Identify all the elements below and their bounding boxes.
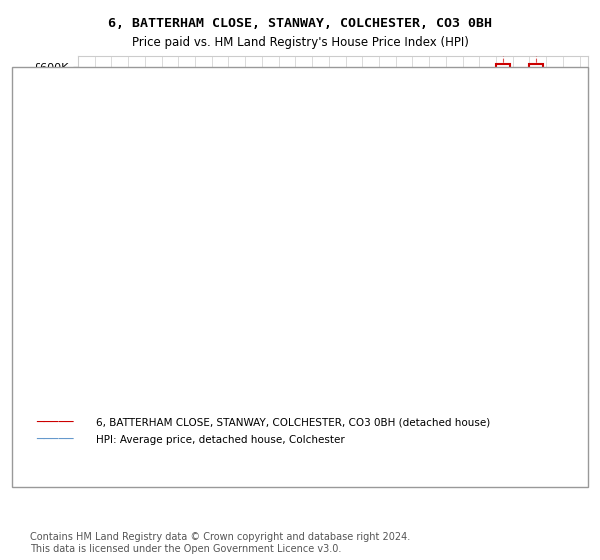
Text: 1: 1: [499, 67, 506, 77]
Text: 6, BATTERHAM CLOSE, STANWAY, COLCHESTER, CO3 0BH (detached house): 6, BATTERHAM CLOSE, STANWAY, COLCHESTER,…: [96, 418, 490, 428]
Text: 6, BATTERHAM CLOSE, STANWAY, COLCHESTER, CO3 0BH: 6, BATTERHAM CLOSE, STANWAY, COLCHESTER,…: [108, 17, 492, 30]
Text: ─────: ─────: [36, 416, 74, 430]
Text: 30-MAY-2022         £325,000         35% ↓ HPI: 30-MAY-2022 £325,000 35% ↓ HPI: [60, 472, 307, 482]
Text: 28-MAY-2020         £275,000         36% ↓ HPI: 28-MAY-2020 £275,000 36% ↓ HPI: [60, 457, 308, 467]
Text: Contains HM Land Registry data © Crown copyright and database right 2024.
This d: Contains HM Land Registry data © Crown c…: [30, 532, 410, 554]
Text: 2: 2: [30, 472, 37, 482]
Text: 1: 1: [30, 457, 37, 467]
Text: HPI: Average price, detached house, Colchester: HPI: Average price, detached house, Colc…: [96, 435, 345, 445]
Text: ─────: ─────: [36, 433, 74, 446]
Text: Price paid vs. HM Land Registry's House Price Index (HPI): Price paid vs. HM Land Registry's House …: [131, 36, 469, 49]
Text: 2: 2: [533, 67, 540, 77]
